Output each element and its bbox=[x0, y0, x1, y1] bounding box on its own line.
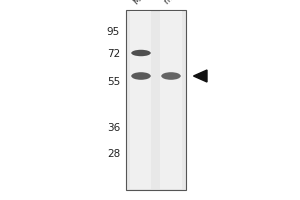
Text: 55: 55 bbox=[107, 77, 120, 87]
Ellipse shape bbox=[161, 72, 181, 80]
Bar bbox=[130, 11, 152, 189]
Bar bbox=[126, 10, 186, 190]
Bar bbox=[160, 11, 182, 189]
Text: 36: 36 bbox=[107, 123, 120, 133]
Text: MCF-7: MCF-7 bbox=[132, 0, 157, 6]
Ellipse shape bbox=[131, 50, 151, 56]
Text: 72: 72 bbox=[107, 49, 120, 59]
Polygon shape bbox=[194, 70, 207, 82]
Text: 28: 28 bbox=[107, 149, 120, 159]
Ellipse shape bbox=[131, 72, 151, 80]
Text: 95: 95 bbox=[107, 27, 120, 37]
Text: m.spleen: m.spleen bbox=[162, 0, 195, 6]
